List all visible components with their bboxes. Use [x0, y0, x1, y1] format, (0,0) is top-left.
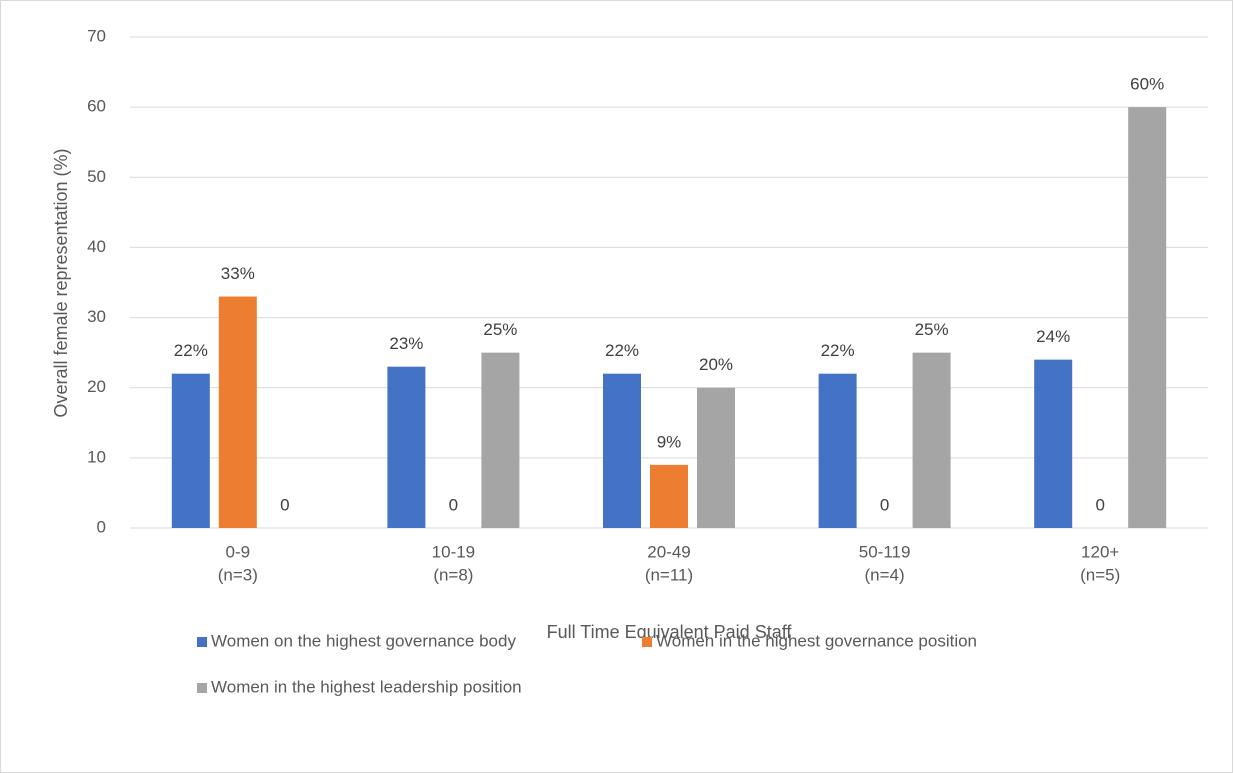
- data-label: 24%: [1036, 327, 1070, 346]
- data-label: 25%: [483, 320, 517, 339]
- bar: [387, 366, 426, 528]
- bar: [912, 352, 951, 528]
- legend-swatch: [197, 683, 207, 693]
- data-label: 22%: [821, 341, 855, 360]
- data-label: 20%: [699, 355, 733, 374]
- bar: [481, 352, 520, 528]
- x-tick-label: (n=5): [1080, 565, 1120, 584]
- data-label: 23%: [389, 334, 423, 353]
- data-label: 0: [449, 495, 458, 514]
- y-tick-label: 0: [97, 517, 106, 536]
- y-tick-label: 20: [87, 377, 106, 396]
- legend-label: Women in the highest leadership position: [211, 677, 522, 696]
- y-tick-label: 40: [87, 237, 106, 256]
- bar: [603, 373, 641, 528]
- y-tick-label: 10: [87, 447, 106, 466]
- data-label: 25%: [915, 320, 949, 339]
- y-tick-label: 30: [87, 307, 106, 326]
- x-tick-label: (n=4): [865, 565, 905, 584]
- bar: [818, 373, 857, 528]
- x-tick-label: 10-19: [432, 542, 475, 561]
- x-axis-title: Full Time Equivalent Paid Staff: [547, 622, 793, 642]
- x-tick-label: 120+: [1081, 542, 1119, 561]
- bar: [171, 373, 210, 528]
- bar: [1128, 107, 1167, 529]
- bar: [697, 387, 735, 528]
- data-label: 0: [880, 495, 889, 514]
- data-label: 9%: [657, 432, 682, 451]
- y-axis-title: Overall female representation (%): [51, 148, 71, 417]
- bar: [1034, 359, 1073, 528]
- legend-label: Women on the highest governance body: [211, 631, 516, 650]
- bar: [218, 296, 257, 528]
- x-tick-label: (n=3): [218, 565, 258, 584]
- data-label: 33%: [221, 264, 255, 283]
- y-tick-label: 60: [87, 97, 106, 116]
- x-tick-label: (n=8): [433, 565, 473, 584]
- data-label: 60%: [1130, 75, 1164, 94]
- data-label: 0: [280, 495, 289, 514]
- legend-swatch: [642, 637, 652, 647]
- x-tick-label: 0-9: [226, 542, 251, 561]
- legend-label: Women in the highest governance position: [656, 631, 977, 650]
- x-tick-label: (n=11): [645, 565, 693, 584]
- bar: [650, 464, 688, 528]
- y-tick-label: 70: [87, 26, 106, 45]
- legend-swatch: [197, 637, 207, 647]
- y-tick-label: 50: [87, 167, 106, 186]
- x-tick-label: 50-119: [859, 542, 911, 561]
- data-label: 22%: [605, 341, 639, 360]
- data-label: 22%: [174, 341, 208, 360]
- x-tick-label: 20-49: [647, 542, 690, 561]
- data-label: 0: [1095, 495, 1104, 514]
